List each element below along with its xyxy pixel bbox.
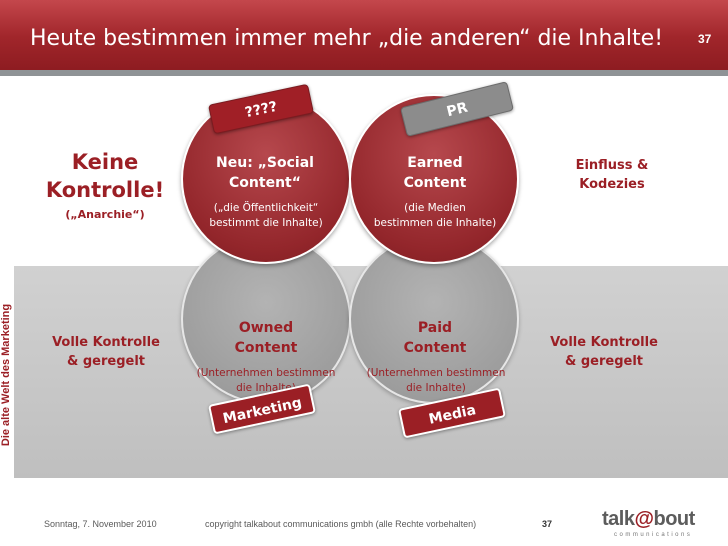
social-title-line1: Neu: „Social (216, 155, 314, 171)
paid-title-line2: Content (403, 340, 467, 356)
circle-overlap-line (349, 124, 351, 236)
footer-copyright: copyright talkabout communications gmbh … (205, 519, 477, 529)
slide-number-top: 37 (698, 32, 712, 46)
paid-sub-line1: (Unternehmen bestimmen (366, 367, 506, 379)
earned-title-line1: Earned (407, 155, 463, 171)
no-control-heading: Keine Kontrolle! (40, 148, 170, 204)
title-bar (0, 0, 728, 76)
no-control-line1: Keine (71, 150, 139, 174)
earned-sub-line2: bestimmen die Inhalte) (373, 217, 497, 229)
footer-date: Sonntag, 7. November 2010 (44, 519, 157, 529)
logo-wordmark: talk@bout (602, 508, 695, 531)
owned-sub-line1: (Unternehmen bestimmen (196, 367, 336, 379)
social-sub-line1: („die Öffentlichkeit“ (213, 202, 319, 214)
full-control-left: Volle Kontrolle & geregelt (36, 333, 176, 371)
company-logo: talk@bout communications (602, 508, 695, 542)
paid-content-subtitle: (Unternehmen bestimmen die Inhalte) (356, 366, 516, 396)
title-bar-strip (0, 70, 728, 76)
owned-title-line1: Owned (238, 320, 294, 336)
influence-line1: Einfluss & (575, 158, 649, 173)
logo-subtitle: communications (614, 532, 693, 538)
paid-title-line1: Paid (417, 320, 453, 336)
logo-at-sign: @ (634, 508, 654, 530)
social-content-title: Neu: „Social Content“ (195, 153, 335, 193)
full-control-right: Volle Kontrolle & geregelt (534, 333, 674, 371)
social-sub-line2: bestimmt die Inhalte) (209, 217, 323, 229)
earned-content-subtitle: (die Medien bestimmen die Inhalte) (365, 201, 505, 231)
earned-title-line2: Content (403, 175, 467, 191)
owned-content-subtitle: (Unternehmen bestimmen die Inhalte) (186, 366, 346, 396)
no-control-line2: Kontrolle! (45, 178, 165, 202)
full-control-left-line1: Volle Kontrolle (52, 335, 160, 350)
owned-content-title: Owned Content (196, 318, 336, 358)
paid-content-title: Paid Content (365, 318, 505, 358)
influence-label: Einfluss & Kodezies (552, 156, 672, 194)
slide-title: Heute bestimmen immer mehr „die anderen“… (30, 26, 664, 51)
earned-content-title: Earned Content (365, 153, 505, 193)
social-title-line2: Content“ (229, 175, 301, 191)
full-control-right-line1: Volle Kontrolle (550, 335, 658, 350)
logo-text-a: talk (602, 508, 635, 530)
logo-text-b: bout (653, 508, 695, 530)
full-control-left-line2: & geregelt (66, 354, 145, 369)
influence-line2: Kodezies (579, 177, 645, 192)
side-label: Die alte Welt des Marketing (0, 303, 12, 447)
owned-title-line2: Content (234, 340, 298, 356)
social-content-subtitle: („die Öffentlichkeit“ bestimmt die Inhal… (196, 201, 336, 231)
footer-page-number: 37 (542, 519, 553, 529)
full-control-right-line2: & geregelt (564, 354, 643, 369)
paid-sub-line2: die Inhalte) (406, 382, 466, 394)
anarchy-label: („Anarchie“) (65, 208, 145, 221)
earned-sub-line1: (die Medien (404, 202, 466, 214)
